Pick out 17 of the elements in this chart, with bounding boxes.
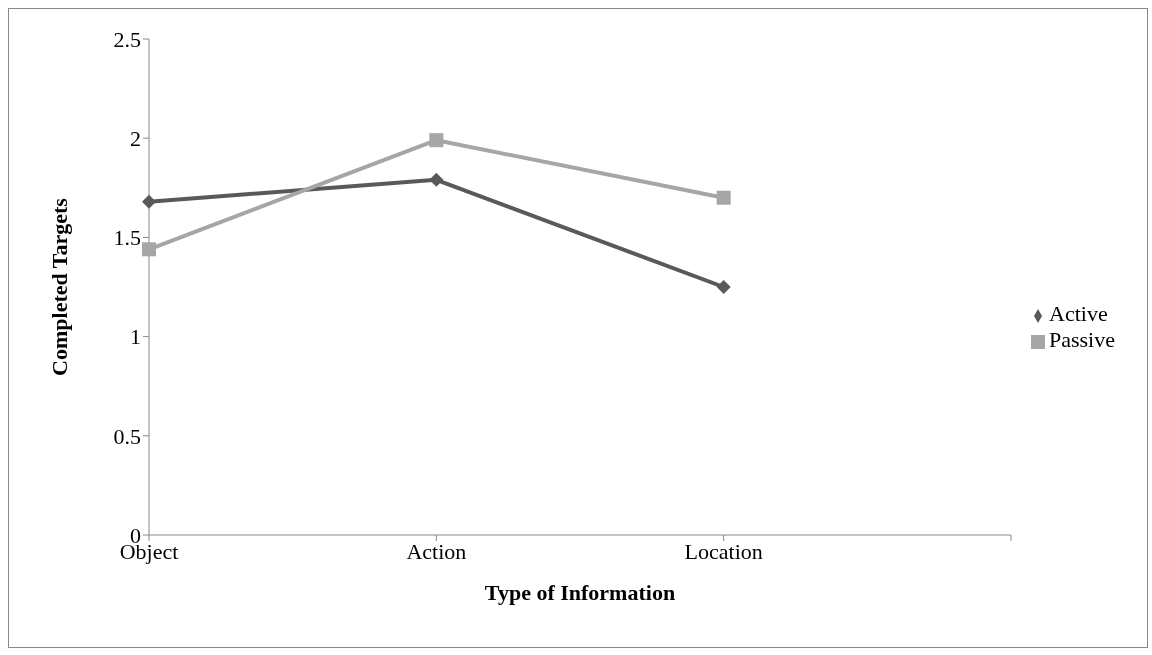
y-tick-label: 0.5 — [113, 423, 141, 449]
x-tick-label: Action — [406, 538, 467, 564]
point — [429, 133, 444, 148]
point — [716, 190, 731, 205]
point — [716, 280, 731, 294]
point — [142, 194, 156, 209]
y-tick-label: 2.5 — [113, 26, 141, 52]
legend-label: Active — [1049, 301, 1108, 326]
y-axis-title: Completed Targets — [46, 197, 72, 376]
x-axis-title: Type of Information — [484, 580, 676, 605]
x-tick-label: Location — [684, 538, 763, 564]
y-tick-label: 2 — [130, 126, 141, 152]
legend-label: Passive — [1049, 327, 1115, 352]
y-tick-label: 1 — [130, 324, 141, 350]
point — [429, 172, 444, 187]
point — [142, 242, 156, 257]
y-tick-label: 1.5 — [113, 225, 141, 251]
